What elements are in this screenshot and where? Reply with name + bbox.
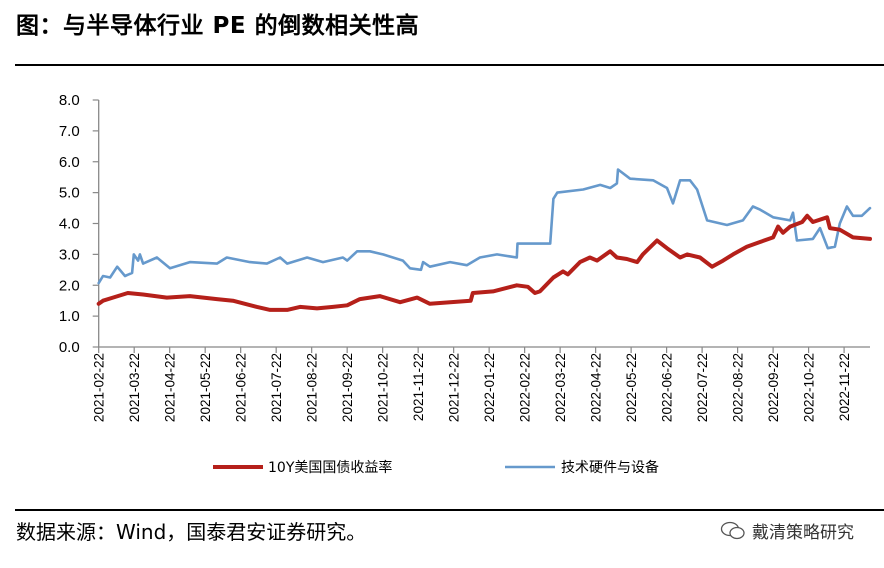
x-tick-label: 2022-09-22 — [766, 353, 781, 422]
x-tick-label: 2022-04-22 — [589, 353, 604, 422]
x-tick-label: 2022-02-22 — [518, 353, 533, 422]
series-line-tech-hardware — [97, 168, 872, 285]
top-rule — [15, 64, 884, 66]
bottom-rule — [15, 509, 884, 511]
x-tick-label: 2022-10-22 — [802, 353, 817, 422]
x-tick-label: 2022-01-22 — [482, 353, 497, 422]
x-tick-label: 2021-08-22 — [305, 353, 320, 422]
y-tick-label: 5.0 — [59, 185, 80, 202]
x-tick-label: 2022-11-22 — [837, 353, 852, 421]
y-tick-label: 2.0 — [59, 277, 80, 294]
x-tick-label: 2021-11-22 — [411, 353, 426, 421]
x-tick-label: 2021-04-22 — [163, 353, 178, 422]
y-tick-label: 3.0 — [59, 246, 80, 263]
y-tick-label: 6.0 — [59, 154, 80, 171]
x-tick-label: 2021-09-22 — [340, 353, 355, 422]
wechat-icon — [720, 521, 745, 539]
x-tick-label: 2022-08-22 — [731, 353, 746, 422]
x-tick-label: 2021-06-22 — [234, 353, 249, 422]
y-tick-label: 8.0 — [59, 92, 80, 109]
x-tick-label: 2021-10-22 — [376, 353, 391, 422]
y-tick-label: 4.0 — [59, 216, 80, 233]
y-tick-label: 0.0 — [59, 339, 80, 356]
x-tick-label: 2022-05-22 — [624, 353, 639, 422]
x-tick-label: 2021-02-22 — [92, 353, 107, 422]
x-tick-label: 2021-07-22 — [269, 353, 284, 422]
x-tick-label: 2021-05-22 — [198, 353, 213, 422]
figure-title: 图：与半导体行业 PE 的倒数相关性高 — [16, 13, 420, 39]
source-note: 数据来源：Wind，国泰君安证券研究。 — [16, 520, 367, 544]
legend-label: 技术硬件与设备 — [561, 459, 659, 476]
watermark-text: 戴清策略研究 — [752, 523, 854, 543]
watermark: 戴清策略研究 — [720, 518, 854, 543]
x-tick-label: 2021-12-22 — [447, 353, 462, 422]
y-tick-label: 7.0 — [59, 123, 80, 140]
x-tick-label: 2022-06-22 — [660, 353, 675, 422]
x-tick-label: 2021-03-22 — [127, 353, 142, 422]
y-tick-label: 1.0 — [59, 308, 80, 325]
x-tick-label: 2022-07-22 — [695, 353, 710, 422]
x-tick-label: 2022-03-22 — [553, 353, 568, 422]
legend-label: 10Y美国国债收益率 — [268, 459, 392, 476]
series-line-10y-yield — [96, 213, 872, 312]
